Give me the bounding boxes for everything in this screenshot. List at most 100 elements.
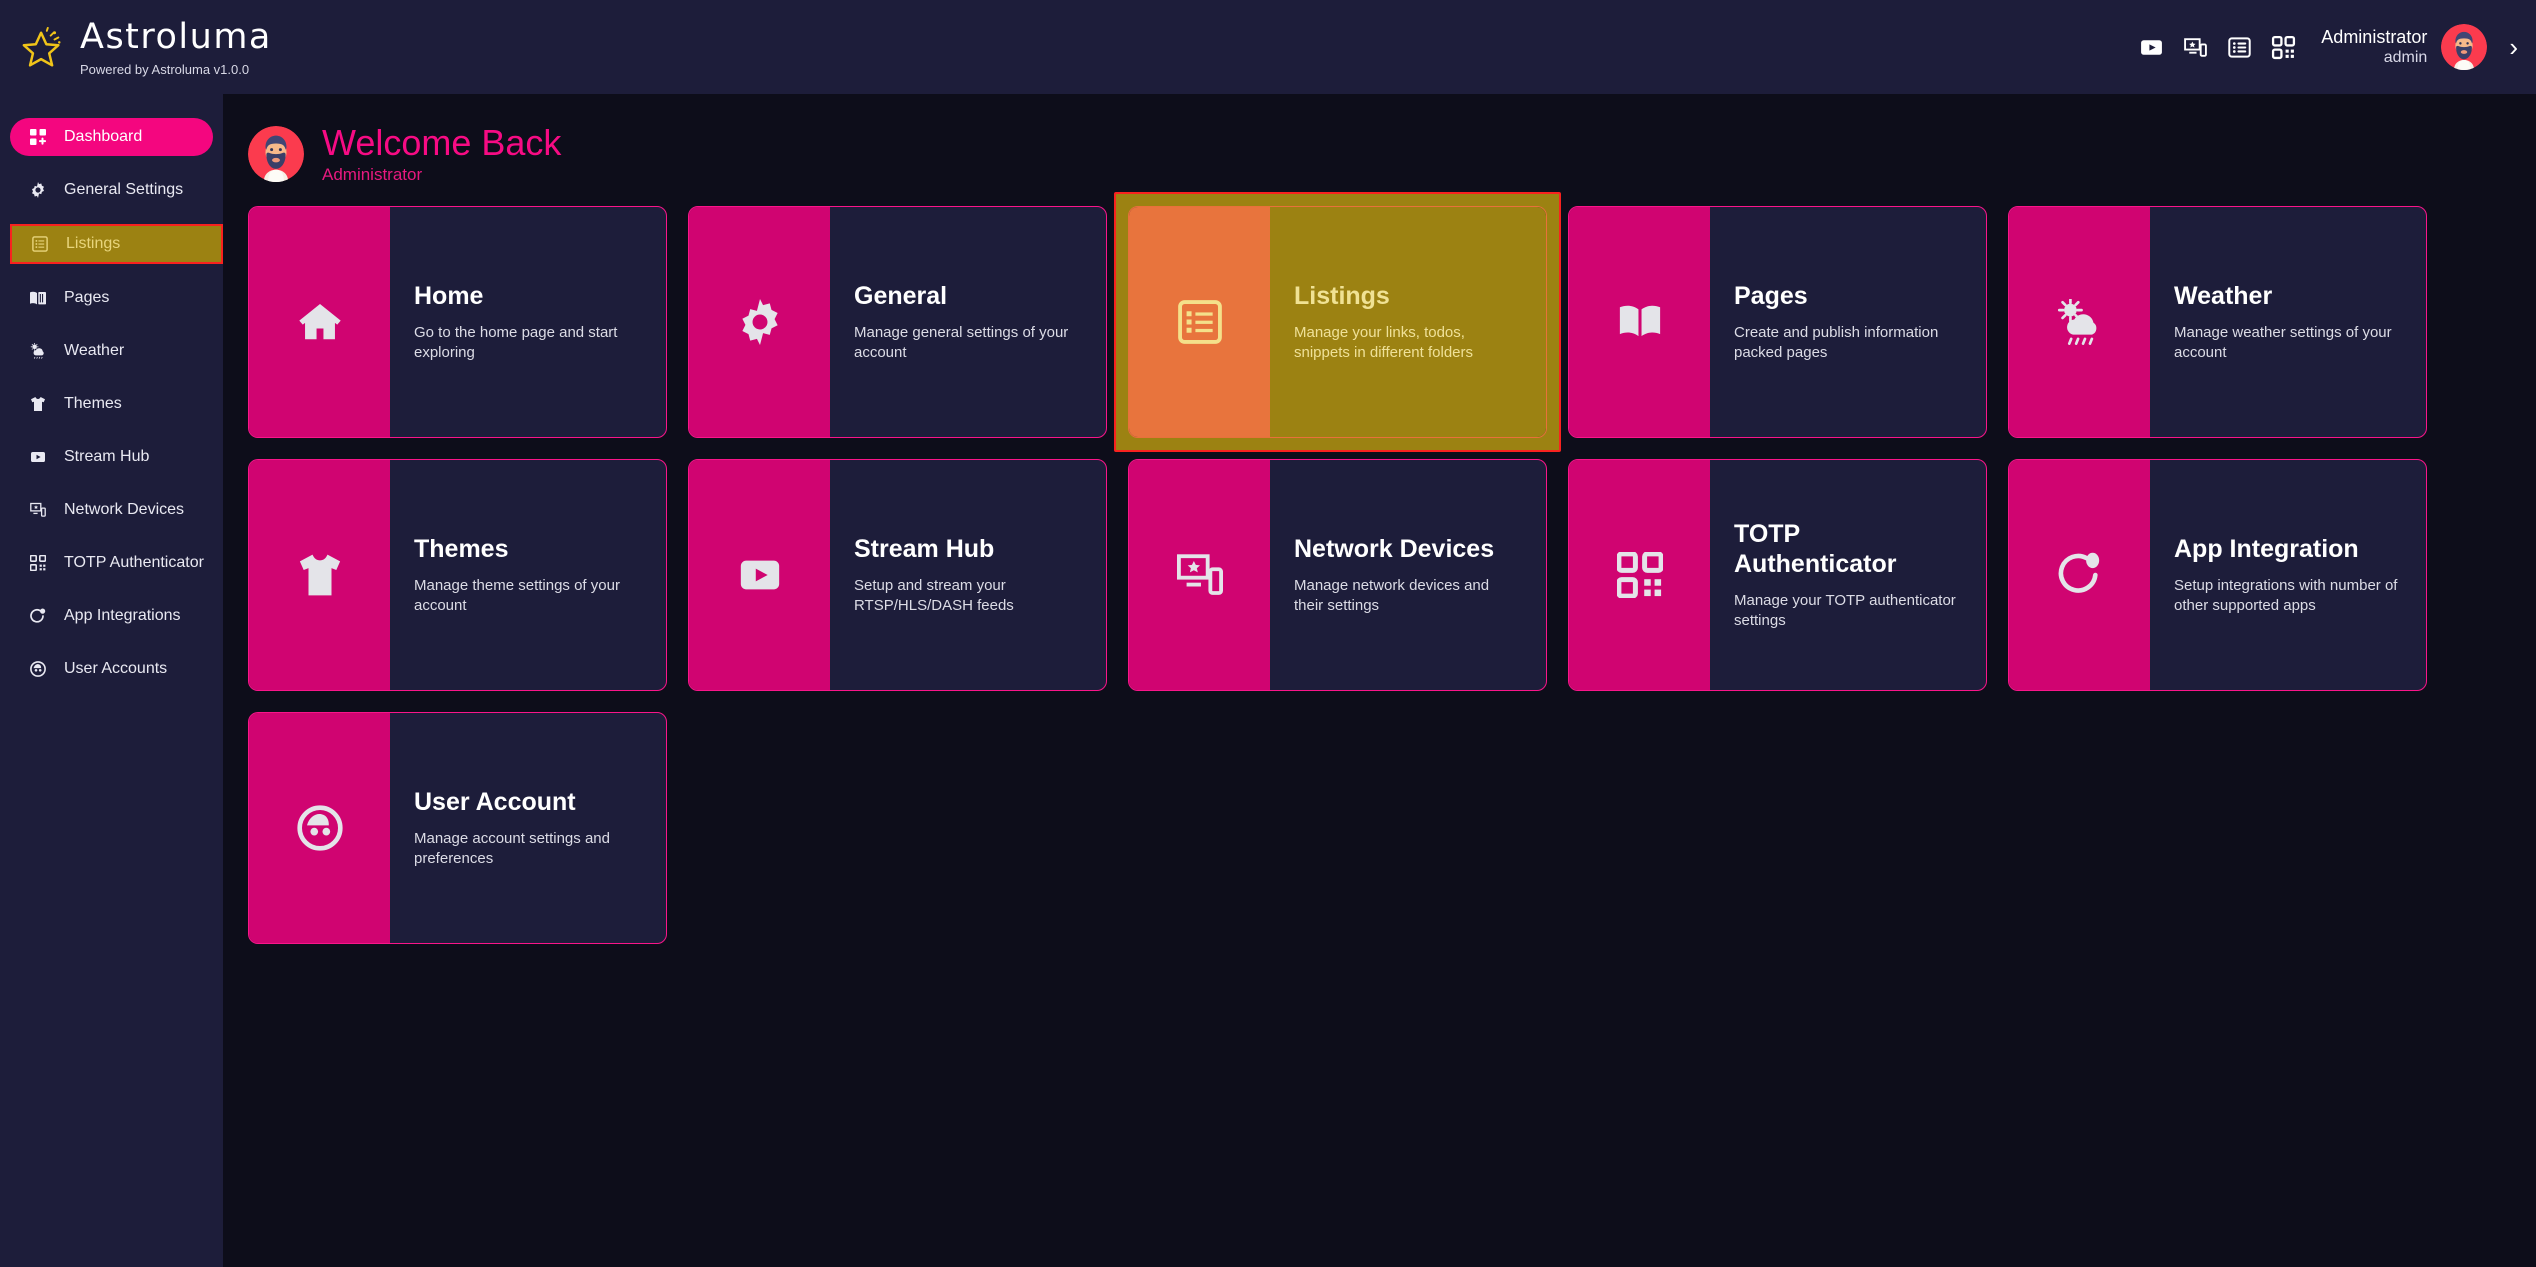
brand-title: Astroluma [80,17,272,57]
avatar[interactable] [2441,24,2488,70]
sidebar-item-label: Dashboard [64,128,143,145]
tshirt-icon [249,460,390,690]
tshirt-icon [30,396,52,412]
card-title: Listings [1294,282,1390,310]
sidebar-item-label: Network Devices [64,501,185,518]
user-info[interactable]: Administrator admin [2321,26,2427,69]
welcome-title: Welcome Back [322,122,562,163]
card-title: General [854,282,948,310]
gear-icon [689,207,830,437]
totp-qr-icon[interactable] [2261,25,2305,69]
sidebar-item-label: TOTP Authenticator [64,554,204,571]
dashboard-card-network-devices[interactable]: Network Devices Manage network devices a… [1128,459,1547,691]
card-title: TOTP Authenticator [1734,520,1897,578]
gear-icon [30,182,52,198]
user-name: Administrator [2321,26,2428,47]
welcome-subtitle: Administrator [322,165,423,184]
card-title: Home [414,282,484,310]
sidebar-item-label: Stream Hub [64,448,150,465]
dashboard-card-listings[interactable]: Listings Manage your links, todos, snipp… [1128,206,1547,438]
qr-icon [30,555,52,571]
sidebar: Dashboard General Settings Listings Page… [0,94,223,1267]
sidebar-item-label: App Integrations [64,607,181,624]
house-icon [249,207,390,437]
book-icon [1569,207,1710,437]
sidebar-item-weather[interactable]: Weather [10,332,213,370]
card-title: App Integration [2174,535,2359,563]
sidebar-item-label: Pages [64,289,110,306]
chevron-right-icon[interactable]: › [2509,32,2518,62]
sidebar-item-label: General Settings [64,181,184,198]
sidebar-item-network-devices[interactable]: Network Devices [10,491,213,529]
play-icon [30,449,52,465]
card-title: User Account [414,788,576,816]
sidebar-item-app-integrations[interactable]: App Integrations [10,597,213,635]
card-title: Stream Hub [854,535,995,563]
card-title: Themes [414,535,509,563]
integration-icon [2009,460,2150,690]
card-description: Go to the home page and start exploring [414,324,618,361]
card-description: Manage your links, todos, snippets in di… [1294,324,1473,361]
user-icon [30,661,52,677]
welcome-banner: Welcome Back Administrator [236,116,2514,192]
card-description: Create and publish information packed pa… [1734,324,1939,361]
network-devices-icon [30,502,52,518]
top-bar: Astroluma Powered by Astroluma v1.0.0 [0,0,2536,94]
card-description: Manage network devices and their setting… [1294,577,1490,614]
sidebar-item-listings[interactable]: Listings [10,224,223,264]
sidebar-item-label: Themes [64,395,122,412]
star-icon [20,27,66,73]
dashboard-card-app-integration[interactable]: App Integration Setup integrations with … [2008,459,2427,691]
header-actions: Administrator admin › [2129,24,2536,70]
listings-icon[interactable] [2217,25,2261,69]
dashboard-card-listings-highlight: Listings Manage your links, todos, snipp… [1114,192,1561,452]
sidebar-item-label: Listings [66,235,121,252]
dashboard-card-general[interactable]: General Manage general settings of your … [688,206,1107,438]
sidebar-item-label: User Accounts [64,660,168,677]
avatar [248,126,304,182]
dashboard-card-weather[interactable]: Weather Manage weather settings of your … [2008,206,2427,438]
user-handle: admin [2383,49,2428,67]
sidebar-item-dashboard[interactable]: Dashboard [10,118,213,156]
main-content: Welcome Back Administrator Home Go to th… [223,94,2536,1267]
sidebar-item-themes[interactable]: Themes [10,385,213,423]
stream-hub-icon[interactable] [2129,25,2173,69]
card-title: Weather [2174,282,2273,310]
card-title: Network Devices [1294,535,1495,563]
listings-icon [1129,207,1270,437]
dashboard-card-themes[interactable]: Themes Manage theme settings of your acc… [248,459,667,691]
card-description: Setup integrations with number of other … [2174,577,2398,614]
card-title: Pages [1734,282,1808,310]
card-description: Manage your TOTP authenticator settings [1734,592,1956,629]
card-description: Manage theme settings of your account [414,577,620,614]
brand-subtitle: Powered by Astroluma v1.0.0 [80,62,250,77]
weather-icon [30,343,52,359]
sidebar-item-totp-authenticator[interactable]: TOTP Authenticator [10,544,213,582]
card-description: Manage weather settings of your account [2174,324,2392,361]
play-icon [689,460,830,690]
network-devices-icon[interactable] [2173,25,2217,69]
qr-icon [1569,460,1710,690]
sidebar-item-stream-hub[interactable]: Stream Hub [10,438,213,476]
book-icon [30,290,52,306]
integration-icon [30,608,52,624]
dashboard-card-totp-authenticator[interactable]: TOTP Authenticator Manage your TOTP auth… [1568,459,1987,691]
dashboard-icon [30,129,52,145]
user-icon [249,713,390,943]
dashboard-card-home[interactable]: Home Go to the home page and start explo… [248,206,667,438]
weather-icon [2009,207,2150,437]
card-description: Manage general settings of your account [854,324,1069,361]
dashboard-card-pages[interactable]: Pages Create and publish information pac… [1568,206,1987,438]
dashboard-card-grid: Home Go to the home page and start explo… [236,192,2514,944]
network-devices-icon [1129,460,1270,690]
card-description: Setup and stream your RTSP/HLS/DASH feed… [854,577,1014,614]
sidebar-item-pages[interactable]: Pages [10,279,213,317]
brand-logo[interactable]: Astroluma Powered by Astroluma v1.0.0 [0,17,360,77]
dashboard-card-stream-hub[interactable]: Stream Hub Setup and stream your RTSP/HL… [688,459,1107,691]
sidebar-item-user-accounts[interactable]: User Accounts [10,650,213,688]
dashboard-card-user-account[interactable]: User Account Manage account settings and… [248,712,667,944]
sidebar-item-general-settings[interactable]: General Settings [10,171,213,209]
card-description: Manage account settings and preferences [414,830,610,867]
listings-icon [32,236,54,252]
sidebar-item-label: Weather [64,342,125,359]
